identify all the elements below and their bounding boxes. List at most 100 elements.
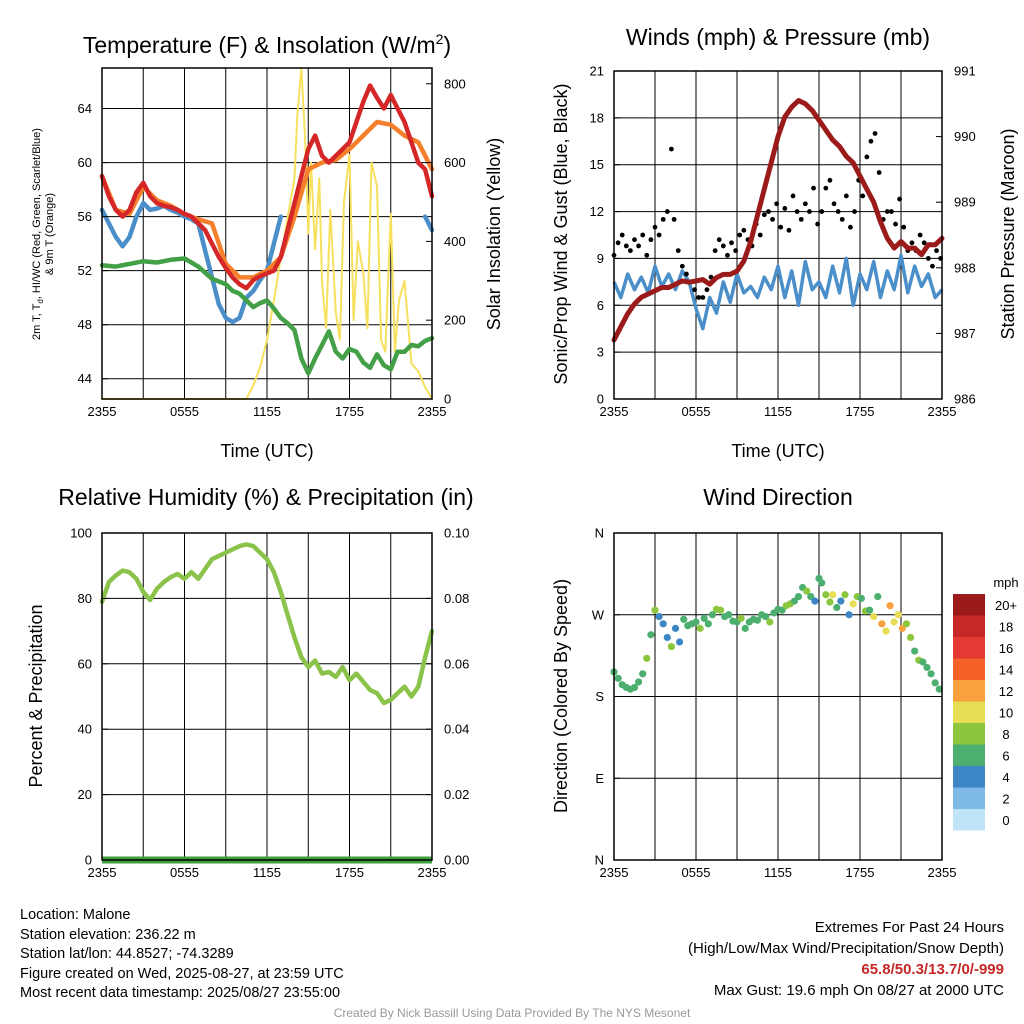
gust-point: [704, 287, 710, 293]
y-tick-label: 44: [78, 371, 92, 386]
y-tick-label: 56: [78, 209, 92, 224]
y-tick-label: 15: [590, 157, 604, 172]
y-tick-label: 40: [78, 722, 92, 737]
y2-tick-label: 0.06: [444, 656, 469, 671]
direction-point: [849, 600, 857, 608]
colorbar-label: 2: [1002, 791, 1009, 806]
colorbar-label: 12: [999, 684, 1013, 699]
x-tick-label: 1755: [335, 865, 364, 880]
direction-point: [882, 627, 890, 635]
y-tick-label: 52: [78, 263, 92, 278]
gust-point: [827, 177, 833, 183]
direction-point: [841, 591, 849, 599]
gust-point: [640, 232, 646, 238]
y2-tick-label: 800: [444, 76, 466, 91]
winds-title: Winds (mph) & Pressure (mb): [626, 24, 930, 50]
gust-point: [819, 209, 825, 214]
temperature-ylabel-line2: & 9m T (Orange): [44, 193, 56, 275]
winds-xlabel: Time (UTC): [731, 441, 824, 461]
gust-point: [733, 248, 739, 254]
y-tick-label: 9: [597, 251, 604, 266]
gust-point: [823, 185, 829, 191]
y2-tick-label: 0.00: [444, 853, 469, 868]
colorbar-label: 20+: [995, 598, 1017, 613]
gust-point: [843, 193, 849, 199]
gust-point: [619, 232, 625, 238]
gust-point: [774, 201, 780, 207]
gust-point: [839, 216, 845, 222]
gust-point: [737, 232, 743, 238]
direction-point: [655, 612, 663, 621]
direction-point: [704, 620, 712, 628]
colorbar-swatch: [953, 723, 985, 745]
temperature-panel: Temperature (F) & Insolation (W/m2) 2355…: [31, 31, 504, 461]
gust-point: [901, 224, 907, 230]
gust-point: [884, 209, 890, 214]
extremes-values: 65.8/50.3/13.7/0/-999: [861, 961, 1004, 978]
direction-point: [680, 615, 688, 623]
x-tick-label: 2355: [600, 865, 629, 880]
y2-tick-label: 987: [954, 326, 976, 341]
x-tick-label: 1755: [335, 404, 364, 419]
gust-point: [782, 206, 788, 211]
gust-point: [664, 209, 670, 214]
x-tick-label: 1155: [253, 865, 281, 880]
gust-point: [720, 243, 726, 249]
winds-y2label: Station Pressure (Maroon): [998, 128, 1018, 339]
colorbar-swatch: [953, 594, 985, 616]
gust-point: [893, 221, 898, 227]
gust-point: [644, 252, 650, 258]
plot-frame: [613, 70, 943, 400]
direction-point: [923, 663, 931, 672]
gust-point: [770, 216, 775, 222]
direction-point: [635, 678, 643, 686]
direction-point: [753, 616, 762, 624]
gust-point: [648, 237, 654, 243]
direction-point: [708, 611, 717, 619]
y-tick-label: W: [592, 607, 605, 622]
y2-tick-label: 991: [954, 64, 976, 79]
y2-tick-label: 0.04: [444, 722, 469, 737]
x-tick-label: 0555: [170, 865, 199, 880]
y2-tick-label: 989: [954, 195, 976, 210]
direction-point: [822, 591, 830, 599]
y-tick-label: 0: [597, 392, 604, 407]
colorbar-swatch: [953, 701, 985, 723]
elevation-text: Station elevation: 236.22 m: [20, 926, 196, 943]
x-tick-label: 0555: [170, 404, 199, 419]
gust-point: [889, 209, 894, 214]
temperature-ylabel-line1: 2m T, Td, HI/WC (Red, Green, Scarlet/Blu…: [31, 128, 45, 340]
y-tick-label: 60: [78, 656, 92, 671]
location-text: Location: Malone: [20, 907, 131, 923]
direction-point: [890, 618, 898, 626]
y-tick-label: 80: [78, 591, 92, 606]
humidity-ylabel: Percent & Precipitation: [26, 604, 46, 787]
gust-point: [700, 295, 706, 300]
gust-point: [897, 196, 903, 202]
direction-point: [857, 594, 865, 603]
direction-point: [700, 614, 708, 622]
direction-point: [692, 618, 700, 626]
direction-point: [919, 658, 927, 666]
x-tick-label: 1155: [764, 865, 792, 880]
direction-point: [845, 611, 853, 619]
gust-point: [815, 221, 821, 227]
direction-point: [911, 647, 919, 655]
colorbar-label: 14: [999, 662, 1013, 677]
gust-point: [786, 227, 792, 233]
direction-point: [902, 620, 911, 628]
direction-point: [614, 674, 622, 682]
gust-point: [909, 240, 915, 246]
y-tick-label: N: [595, 526, 604, 541]
direction-point: [826, 598, 834, 606]
series-humidity: [99, 542, 435, 706]
direction-point: [696, 624, 704, 632]
series-wind: [612, 253, 944, 331]
y-tick-label: 12: [590, 204, 604, 219]
x-tick-label: 1755: [846, 865, 875, 880]
extremes-block: Extremes For Past 24 Hours (High/Low/Max…: [688, 917, 1004, 1001]
gust-point: [669, 146, 674, 152]
y2-tick-label: 600: [444, 155, 466, 170]
direction-point: [741, 624, 749, 632]
